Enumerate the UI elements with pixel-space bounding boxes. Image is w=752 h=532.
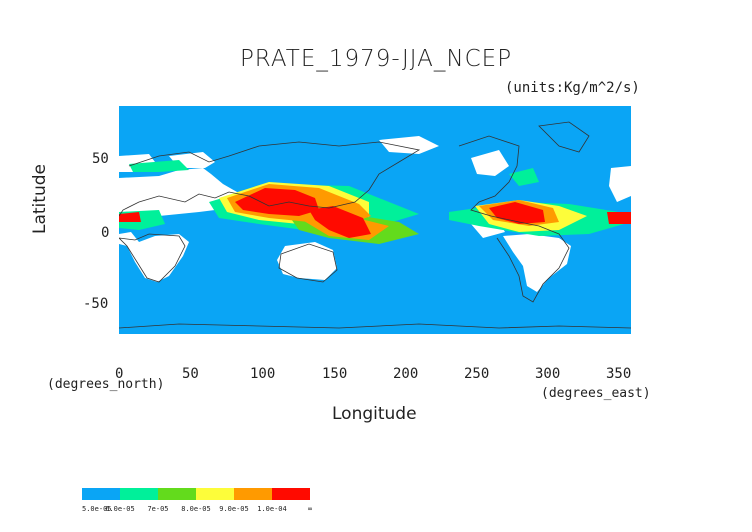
- coastline: [278, 243, 338, 283]
- dry-region: [503, 234, 571, 292]
- x-tick-label: 350: [606, 366, 632, 382]
- red-region: [607, 212, 631, 224]
- legend-label: 8.0e-05: [181, 505, 211, 513]
- legend-bins: [82, 488, 310, 500]
- dry-region: [277, 242, 337, 280]
- x-tick-label: 300: [535, 366, 561, 382]
- y-axis-unit: (degrees_north): [47, 377, 165, 392]
- x-tick-label: 0: [115, 366, 124, 382]
- legend-swatch: [196, 488, 234, 500]
- legend-swatch: [158, 488, 196, 500]
- legend-label: ∞: [308, 505, 312, 513]
- legend-label: 1.0e-04: [257, 505, 287, 513]
- red-region: [235, 188, 319, 216]
- coastline: [538, 121, 590, 153]
- y-tick-label: -50: [83, 296, 109, 312]
- y-tick-label: 50: [92, 151, 109, 167]
- y-axis-label: Latitude: [30, 164, 50, 234]
- coastline: [458, 135, 570, 303]
- x-axis-label: Longitude: [332, 404, 417, 424]
- x-tick-label: 200: [393, 366, 419, 382]
- legend-label: 5.0e-05: [82, 505, 112, 513]
- cyan-region: [129, 160, 189, 172]
- coastline: [119, 233, 186, 283]
- x-tick-label: 150: [322, 366, 348, 382]
- legend-swatch: [272, 488, 310, 500]
- coastlines: [119, 121, 631, 329]
- precipitation-map: [119, 106, 631, 362]
- dry-region: [119, 334, 631, 362]
- chart-title: PRATE_1979-JJA_NCEP: [239, 46, 513, 72]
- x-tick-label: 50: [182, 366, 199, 382]
- legend-labels: 5.0e-056.0e-05 7e-05 8.0e-05 9.0e-05 1.0e-04…: [82, 505, 312, 513]
- legend-label: 9.0e-05: [219, 505, 249, 513]
- y-tick-label: 0: [101, 225, 110, 241]
- legend-swatch: [82, 488, 120, 500]
- dry-region: [471, 150, 509, 176]
- red-region: [309, 206, 371, 238]
- dry-region: [609, 166, 631, 202]
- legend-label: 7e-05: [147, 505, 168, 513]
- x-tick-label: 250: [464, 366, 490, 382]
- x-axis-unit: (degrees_east): [541, 386, 651, 401]
- color-legend: 5.0e-056.0e-05 7e-05 8.0e-05 9.0e-05 1.0e-04…: [82, 488, 312, 513]
- coastline: [119, 141, 421, 217]
- x-tick-label: 100: [250, 366, 276, 382]
- cyan-region: [509, 168, 539, 186]
- coastline: [119, 323, 631, 329]
- legend-swatch: [120, 488, 158, 500]
- units-label: (units:Kg/m^2/s): [505, 80, 640, 96]
- legend-label: 6.0e-05: [105, 505, 135, 513]
- red-region: [119, 212, 141, 222]
- legend-swatch: [234, 488, 272, 500]
- dry-region: [379, 136, 439, 154]
